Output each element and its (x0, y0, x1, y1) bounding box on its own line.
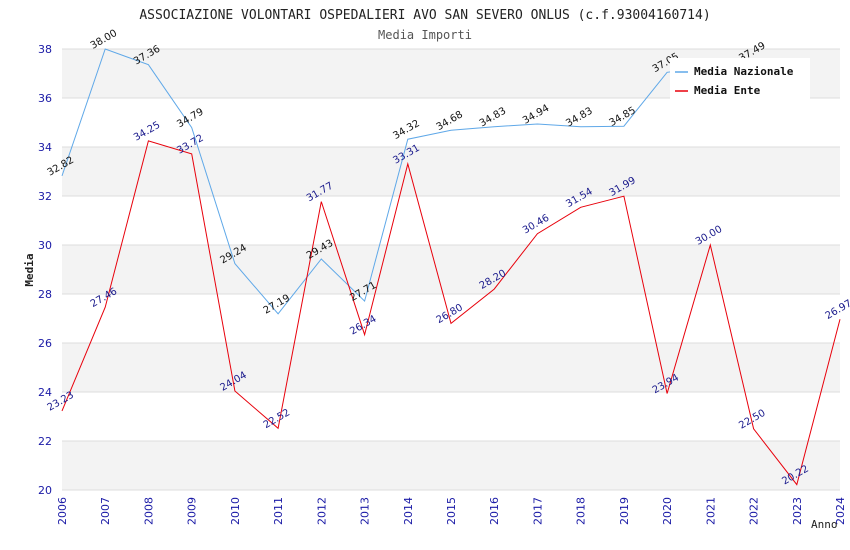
x-tick-label: 2006 (56, 497, 69, 525)
legend-label-media-nazionale: Media Nazionale (694, 65, 794, 78)
y-tick-label: 26 (38, 337, 52, 350)
series-line-media-ente (61, 140, 841, 486)
data-label: 34.32 (391, 118, 421, 142)
data-label: 26.34 (348, 314, 378, 338)
grid-band (62, 343, 840, 392)
x-tick-label: 2024 (834, 497, 847, 525)
x-tick-label: 2012 (315, 497, 328, 525)
y-tick-label: 30 (38, 239, 52, 252)
data-label: 22.50 (737, 408, 767, 432)
grid-bands (62, 49, 840, 490)
data-label: 30.00 (694, 224, 724, 248)
x-tick-label: 2008 (142, 497, 155, 525)
x-tick-label: 2017 (531, 497, 544, 525)
y-tick-label: 38 (38, 43, 52, 56)
data-label: 26.97 (824, 298, 850, 322)
chart-title: ASSOCIAZIONE VOLONTARI OSPEDALIERI AVO S… (139, 8, 710, 23)
x-tick-label: 2019 (618, 497, 631, 525)
x-axis-label: Anno (811, 518, 838, 531)
y-tick-label: 32 (38, 190, 52, 203)
x-tick-label: 2011 (272, 497, 285, 525)
data-label: 30.46 (521, 213, 551, 237)
x-axis-ticks: 2006 2007 2008 2009 2010 2011 2012 2013 2014 2015… (56, 497, 847, 525)
x-tick-label: 2021 (704, 497, 717, 525)
data-label: 34.85 (607, 105, 637, 129)
x-tick-label: 2007 (99, 497, 112, 525)
y-axis-label: Media (23, 253, 36, 286)
grid-band (62, 245, 840, 294)
y-tick-label: 20 (38, 484, 52, 497)
x-tick-label: 2023 (791, 497, 804, 525)
legend: Media Nazionale Media Ente (670, 58, 810, 101)
data-label: 38.00 (89, 28, 119, 52)
y-tick-label: 34 (38, 141, 52, 154)
x-tick-label: 2020 (661, 497, 674, 525)
grid-band (62, 441, 840, 490)
x-tick-label: 2015 (445, 497, 458, 525)
y-tick-label: 36 (38, 92, 52, 105)
data-label: 34.25 (132, 120, 162, 144)
y-tick-label: 22 (38, 435, 52, 448)
data-label: 26.80 (435, 302, 465, 326)
x-tick-label: 2013 (359, 497, 372, 525)
y-tick-label: 24 (38, 386, 52, 399)
chart-subtitle: Media Importi (378, 28, 472, 42)
x-tick-label: 2022 (748, 497, 761, 525)
x-tick-label: 2010 (229, 497, 242, 525)
grid-lines (62, 48, 840, 491)
data-label: 34.83 (564, 106, 594, 130)
x-tick-label: 2016 (488, 497, 501, 525)
y-tick-label: 28 (38, 288, 52, 301)
legend-box (670, 58, 810, 101)
series-lines (61, 48, 841, 486)
series-line-media-nazionale (61, 48, 754, 315)
y-axis-ticks: 20 22 24 26 28 30 32 34 36 38 (38, 43, 52, 497)
data-label: 34.94 (521, 103, 551, 127)
legend-label-media-ente: Media Ente (694, 84, 761, 97)
x-tick-label: 2018 (575, 497, 588, 525)
x-tick-label: 2014 (402, 497, 415, 525)
x-tick-label: 2009 (186, 497, 199, 525)
